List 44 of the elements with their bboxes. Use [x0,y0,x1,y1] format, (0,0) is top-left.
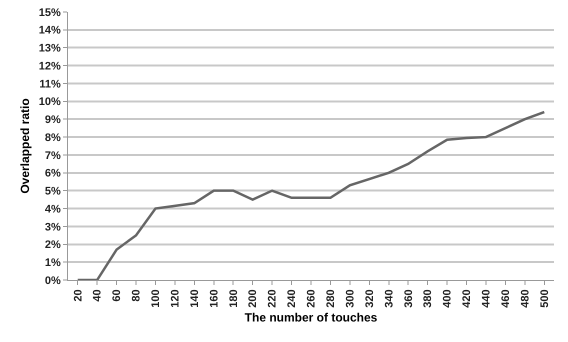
x-tick-label: 340 [383,289,396,308]
x-tick-label: 60 [111,289,124,302]
x-tick-label: 20 [72,289,84,302]
x-tick-label: 380 [422,289,434,308]
x-tick-label: 140 [188,289,201,308]
x-tick-label: 200 [247,289,260,308]
x-tick-label: 220 [266,289,279,308]
y-axis-title: Overlapped ratio [18,98,32,194]
x-tick-label: 360 [402,289,415,308]
x-tick-label: 180 [228,289,240,308]
x-tick-label: 500 [538,289,551,308]
y-tick-label: 10% [38,96,62,108]
y-tick-label: 0% [44,274,62,287]
x-tick-label: 160 [208,289,220,308]
x-tick-label: 240 [286,289,298,308]
y-tick-label: 5% [44,186,62,198]
x-tick-label: 100 [150,289,162,308]
y-tick-label: 11% [39,78,62,90]
y-tick-label: 4% [44,203,62,216]
y-tick-label: 12% [38,60,62,72]
y-tick-label: 13% [38,42,62,55]
x-tick-label: 280 [325,289,338,308]
x-tick-label: 420 [461,289,474,308]
x-tick-label: 120 [169,289,182,308]
y-tick-label: 14% [38,24,62,37]
y-tick-label: 7% [44,150,62,162]
y-tick-label: 2% [44,239,62,252]
y-tick-label: 1% [44,256,62,269]
x-tick-label: 320 [364,289,376,308]
x-tick-label: 400 [442,289,454,308]
y-tick-label: 3% [44,221,62,234]
x-tick-label: 460 [500,289,512,308]
x-tick-label: 260 [306,289,318,308]
x-axis-title: The number of touches [244,310,378,325]
x-tick-label: 440 [480,289,493,308]
y-tick-label: 9% [44,114,62,126]
y-tick-label: 6% [44,168,62,180]
x-tick-label: 480 [519,289,532,308]
x-tick-label: 300 [344,289,356,308]
y-tick-label: 8% [44,132,62,144]
y-tick-label: 15% [38,6,62,19]
x-tick-label: 40 [92,289,104,302]
line-series [76,110,546,280]
x-tick-label: 80 [130,289,143,302]
